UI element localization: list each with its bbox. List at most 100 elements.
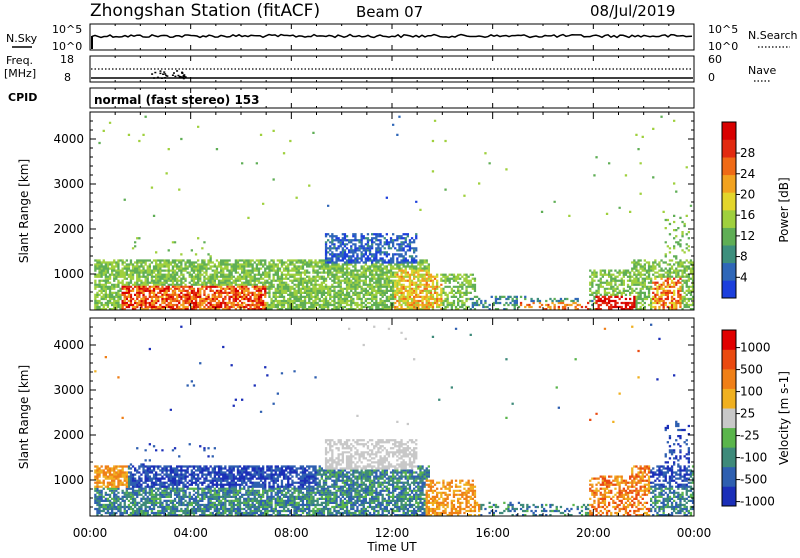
nave-tick-bottom: 0 (708, 71, 715, 84)
freq-dot (181, 72, 184, 74)
freq-dot (181, 71, 184, 74)
colorbar-frame (721, 329, 737, 507)
colorbar-segment (722, 408, 736, 429)
colorbar-segment (722, 122, 736, 140)
nsky-trace (91, 33, 693, 49)
x-axis-label: Time UT (366, 540, 417, 554)
velocity-panel: Slant Range [km] (17, 317, 695, 517)
x-tick-label: 00:00 (73, 526, 108, 540)
velocity-cells (94, 323, 695, 517)
colorbar-segment (722, 245, 736, 264)
x-tick-label: 04:00 (173, 526, 208, 540)
freq-dot (177, 74, 180, 77)
nave-label: Nave (748, 64, 776, 77)
power-panel: Slant Range [km] (17, 111, 695, 311)
freq-dot (159, 70, 162, 72)
colorbar-segment (722, 139, 736, 158)
freq-dot (183, 75, 186, 78)
freq-dot (154, 71, 157, 74)
freq-dot (156, 76, 159, 79)
heatmap-cells (94, 358, 695, 517)
nsky-label: N.Sky (6, 32, 38, 45)
colorbar-segment (722, 262, 736, 281)
y-tick-label: 2000 (53, 428, 84, 442)
y-tick-label: 4000 (53, 338, 84, 352)
freq-dot (162, 73, 165, 75)
x-tick-label: 12:00 (375, 526, 410, 540)
y-tick-label: 2000 (53, 222, 84, 236)
heatmap-cells (94, 115, 695, 311)
colorbar-segment (722, 427, 736, 448)
freq-dot (164, 73, 167, 75)
freq-dot (163, 71, 166, 73)
nsearch-tick-bottom: 10^0 (708, 40, 738, 53)
colorbar-segment (722, 447, 736, 468)
nave-tick-top: 60 (708, 53, 722, 66)
colorbar-segment (722, 280, 736, 299)
nsky-line (91, 33, 693, 39)
freq-dot (184, 76, 187, 78)
heatmap-cells (324, 196, 418, 264)
freq-dot (151, 73, 154, 75)
colorbar-segment (722, 157, 736, 176)
heatmap-cells (121, 271, 682, 311)
colorbar-tick-label: -100 (740, 451, 767, 465)
y-tick-label: 4000 (53, 132, 84, 146)
heatmap-cells (394, 269, 682, 311)
colorbar-tick-label: 25 (740, 407, 755, 421)
colorbar-segment (722, 174, 736, 193)
nsearch-label: N.Search (748, 29, 798, 42)
freq-dot (180, 76, 183, 78)
cpid-label: CPID (8, 91, 37, 104)
y-tick-label: 3000 (53, 177, 84, 191)
power-ylabel: Slant Range [km] (17, 159, 31, 263)
colorbar-tick-label: 4 (740, 270, 748, 284)
colorbar-segment (722, 349, 736, 370)
y-tick-label: 1000 (53, 473, 84, 487)
colorbar-tick-label: -25 (740, 429, 760, 443)
freq-dot (182, 77, 185, 80)
station-title: Zhongshan Station (fitACF) (90, 1, 320, 21)
x-tick-label: 20:00 (576, 526, 611, 540)
heatmap-cells (131, 325, 690, 488)
nsearch-tick-top: 10^5 (708, 23, 738, 36)
heatmap-cells (94, 327, 651, 517)
colorbar-tick-label: 100 (740, 385, 763, 399)
cpid-text: normal (fast stereo) 153 (94, 93, 260, 107)
freq-label: Freq. (6, 54, 33, 67)
date-label: 08/Jul/2019 (590, 2, 675, 20)
colorbar-tick-label: -500 (740, 473, 767, 487)
colorbar-segment (722, 330, 736, 350)
heatmap-cells (324, 325, 418, 470)
freq-dot (174, 75, 177, 78)
freq-dot (160, 77, 163, 79)
x-tick-label: 00:00 (677, 526, 712, 540)
colorbar-segment (722, 388, 736, 409)
freq-dot (165, 74, 168, 77)
colorbar-tick-label: 28 (740, 146, 755, 160)
colorbar-segment (722, 486, 736, 507)
velocity-ylabel: Slant Range [km] (17, 365, 31, 469)
freq-dot (172, 72, 175, 74)
freq-dot (176, 70, 179, 72)
freq-dot (152, 77, 155, 79)
axes: 1000 2000 3000 4000 1000 2000 3000 4000 00:00 04:… (53, 24, 711, 540)
colorbar-tick-label: 16 (740, 208, 755, 222)
freq-tick-bottom: 8 (64, 71, 71, 84)
colorbar-tick-label: 12 (740, 229, 755, 243)
freq-dot (183, 74, 186, 76)
colorbar-label: Power [dB] (777, 177, 791, 242)
colorbar-tick-label: 8 (740, 250, 748, 264)
colorbar-tick-label: -1000 (740, 495, 775, 509)
y-tick-label: 1000 (53, 267, 84, 281)
colorbar-frame (721, 121, 737, 299)
colorbar-tick-label: 500 (740, 363, 763, 377)
freq-dot (171, 74, 174, 76)
colorbar-segment (722, 210, 736, 228)
freq-tick-top: 18 (60, 53, 74, 66)
colorbars: 4 8 12 16 20 24 28 Power [dB] 1000 500 100 25 -25 -10… (721, 121, 791, 509)
freq-dot (178, 76, 181, 78)
freq-dot (159, 72, 162, 75)
beam-label: Beam 07 (356, 3, 423, 21)
